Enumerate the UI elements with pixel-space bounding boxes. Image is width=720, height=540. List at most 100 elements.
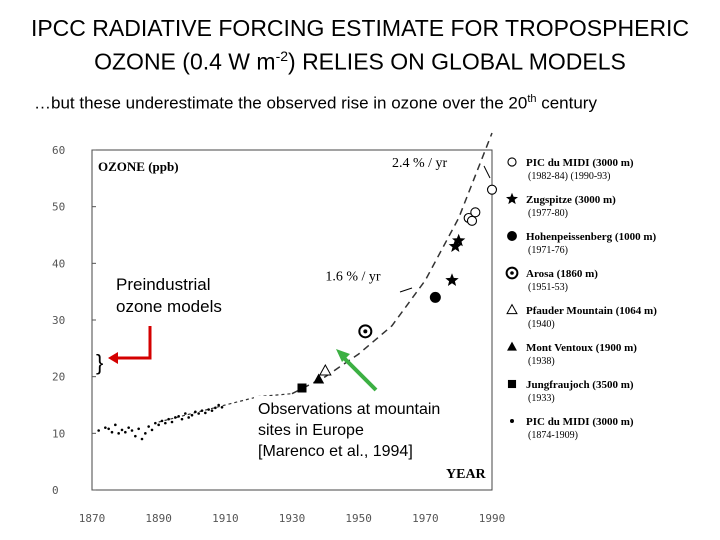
title-line-1: IPCC RADIATIVE FORCING ESTIMATE FOR TROP… <box>30 15 690 41</box>
data-point <box>197 412 200 415</box>
data-point <box>104 426 107 429</box>
x-tick-label: 1910 <box>212 512 239 525</box>
data-point <box>506 192 518 205</box>
data-point <box>220 405 224 409</box>
data-point <box>318 363 332 376</box>
data-point <box>507 157 517 167</box>
x-tick-label: 1970 <box>412 512 439 525</box>
legend-entry-name: PIC du MIDI (3000 m) <box>526 157 634 169</box>
x-tick-label: 1930 <box>279 512 306 525</box>
trend-label: 2.4 % / yr <box>392 156 448 171</box>
trend-label-arrow <box>483 165 491 179</box>
data-point <box>184 412 187 415</box>
data-point <box>510 271 514 275</box>
trend-labels: 2.4 % / yr 1.6 % / yr <box>325 156 491 293</box>
legend-entry-name: Zugspitze (3000 m) <box>526 194 616 206</box>
legend-entry-detail: (1938) <box>528 356 555 367</box>
data-point <box>167 417 170 421</box>
legend-entry-detail: (1971-76) <box>528 245 568 256</box>
legend-entry-detail: (1951-53) <box>528 282 568 293</box>
subtitle-pre: …but these underestimate the observed ri… <box>34 93 528 113</box>
data-point <box>144 432 147 435</box>
data-point <box>117 432 120 435</box>
legend-entry-name: PIC du MIDI (3000 m) <box>526 416 634 428</box>
data-point <box>452 233 466 247</box>
y-tick-label: 0 <box>52 484 59 497</box>
title-line-2: OZONE (0.4 W m-2) RELIES ON GLOBAL MODEL… <box>0 42 720 76</box>
title-line-2-sup: -2 <box>275 48 289 64</box>
data-point <box>124 430 127 434</box>
data-point <box>313 373 325 384</box>
data-point <box>204 411 207 415</box>
data-point <box>180 417 184 421</box>
y-tick-label: 50 <box>52 201 65 214</box>
data-point <box>107 427 110 431</box>
data-point <box>130 429 134 432</box>
y-tick-label: 30 <box>52 314 65 327</box>
baseline-trend <box>158 393 293 423</box>
data-point <box>429 291 441 303</box>
preindustrial-bracket: } <box>96 350 103 375</box>
data-point <box>217 403 220 407</box>
y-tick-label: 10 <box>52 427 65 440</box>
data-point <box>190 413 194 417</box>
legend: PIC du MIDI (3000 m) (1982-84) (1990-93) Z… <box>505 157 657 441</box>
data-point <box>170 420 174 424</box>
data-point <box>507 341 517 351</box>
data-point <box>200 409 204 412</box>
data-point <box>150 428 154 432</box>
data-point <box>97 429 100 432</box>
data-point <box>507 379 517 389</box>
data-point <box>466 215 478 226</box>
data-point <box>174 416 177 419</box>
preindustrial-label-bg <box>110 272 232 318</box>
data-point <box>160 419 164 423</box>
data-point <box>207 408 210 411</box>
observations-label-line2: sites in Europe <box>258 422 364 439</box>
title-line-2-post: ) RELIES ON GLOBAL MODELS <box>288 48 626 75</box>
observations-label-line1: Observations at mountain <box>258 401 440 418</box>
data-point <box>120 428 124 432</box>
data-point <box>507 231 517 241</box>
data-point <box>470 207 481 218</box>
chart-title: OZONE (ppb) <box>98 159 179 174</box>
data-point <box>110 430 114 434</box>
legend-entry-name: Jungfraujoch (3500 m) <box>526 379 634 391</box>
legend-marker <box>510 419 514 423</box>
observations-label-line3: [Marenco et al., 1994] <box>258 443 413 460</box>
preindustrial-label-line2: ozone models <box>116 297 222 316</box>
data-point <box>177 415 180 418</box>
x-tick-label: 1990 <box>479 512 506 525</box>
observations-label-bg <box>254 396 466 462</box>
data-point <box>363 329 368 334</box>
preindustrial-arrow <box>114 326 152 360</box>
data-points <box>97 184 498 441</box>
subtitle-post: century <box>536 93 597 113</box>
trend-curve <box>291 132 493 395</box>
legend-entry-detail: (1933) <box>528 393 555 404</box>
data-point <box>154 421 157 425</box>
subtitle-sup: th <box>527 93 537 105</box>
data-point <box>114 423 117 427</box>
data-point <box>506 303 518 315</box>
data-point <box>137 427 140 431</box>
data-point <box>187 416 190 419</box>
x-tick-label: 1890 <box>145 512 172 525</box>
data-point <box>134 434 137 438</box>
y-tick-label: 20 <box>52 371 65 384</box>
data-point <box>486 184 498 195</box>
slide-title: IPCC RADIATIVE FORCING ESTIMATE FOR TROP… <box>0 14 720 76</box>
x-tick-label: 1870 <box>79 512 106 525</box>
legend-entry-detail: (1982-84) (1990-93) <box>528 171 610 182</box>
y-tick-label: 40 <box>52 257 65 270</box>
legend-entry-detail: (1977-80) <box>528 208 568 219</box>
trend-label: 1.6 % / yr <box>325 269 381 284</box>
preindustrial-arrow-head <box>108 352 118 364</box>
data-point <box>164 421 167 425</box>
trend-label-arrow <box>399 287 413 293</box>
data-point <box>147 425 150 428</box>
data-point <box>214 406 217 410</box>
observations-arrow <box>340 354 378 392</box>
x-tick-label: 1950 <box>345 512 372 525</box>
